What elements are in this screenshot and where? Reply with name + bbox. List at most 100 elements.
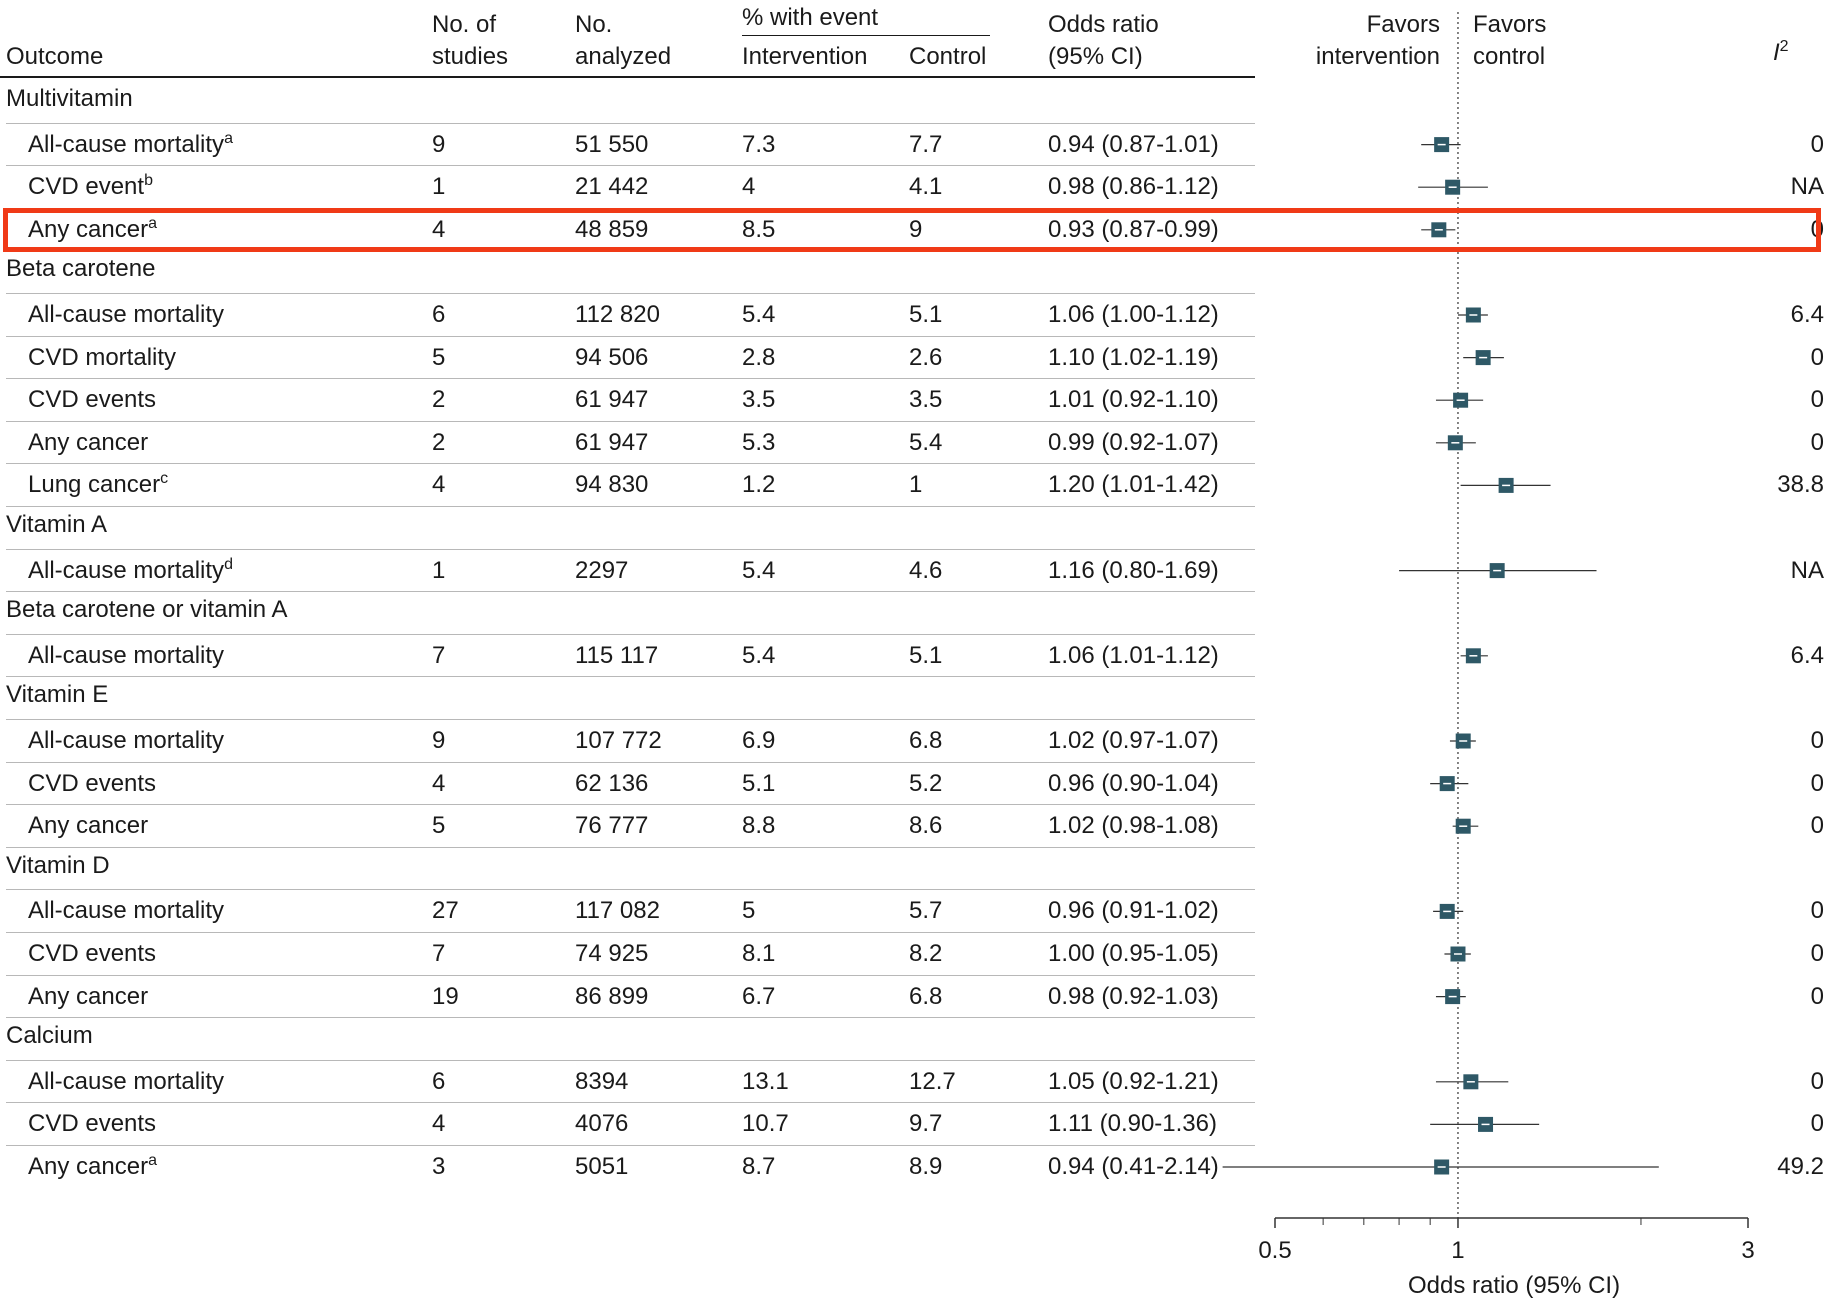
row-control: 8.6 xyxy=(909,812,943,840)
row-i2: 0 xyxy=(1810,940,1824,967)
row-control: 5.1 xyxy=(909,641,943,669)
row-studies: 6 xyxy=(432,301,446,328)
group-label: Vitamin A xyxy=(6,511,107,538)
row-studies: 4 xyxy=(432,471,446,499)
row-outcome: CVD mortality xyxy=(28,343,177,371)
row-or-text: 1.05 (0.92-1.21) xyxy=(1048,1067,1219,1095)
row-or-text: 1.06 (1.00-1.12) xyxy=(1048,301,1219,328)
row-i2: 0 xyxy=(1810,1067,1824,1095)
header-pct-event-rule xyxy=(742,35,990,36)
row-studies: 4 xyxy=(432,769,446,797)
row-control: 4.1 xyxy=(909,173,943,201)
row-studies: 7 xyxy=(432,940,446,967)
row-divider xyxy=(6,549,1255,550)
row-divider xyxy=(6,123,1255,124)
row-i2: 0 xyxy=(1810,386,1824,414)
row-or-text: 0.93 (0.87-0.99) xyxy=(1048,215,1219,243)
row-studies: 2 xyxy=(432,428,446,456)
row-outcome: All-cause mortality xyxy=(28,301,225,328)
row-control: 9 xyxy=(909,215,923,243)
footnote-marker: d xyxy=(224,555,233,573)
row-intervention: 6.7 xyxy=(742,982,776,1010)
row-intervention: 6.9 xyxy=(742,727,776,754)
row-i2: 6.4 xyxy=(1790,301,1824,328)
row-control: 12.7 xyxy=(909,1067,956,1095)
row-divider xyxy=(6,1060,1255,1061)
row-analyzed: 8394 xyxy=(575,1067,629,1095)
row-i2: 49.2 xyxy=(1777,1153,1824,1180)
row-analyzed: 76 777 xyxy=(575,812,649,840)
estimate-marker xyxy=(1439,903,1455,919)
row-studies: 4 xyxy=(432,215,446,243)
row-or-text: 0.94 (0.41-2.14) xyxy=(1048,1153,1219,1180)
footnote-marker: a xyxy=(148,214,157,232)
row-control: 8.9 xyxy=(909,1153,943,1180)
row-or-text: 1.20 (1.01-1.42) xyxy=(1048,471,1219,499)
row-analyzed: 48 859 xyxy=(575,215,649,243)
footnote-marker: b xyxy=(144,172,153,190)
estimate-marker xyxy=(1439,776,1455,792)
row-studies: 6 xyxy=(432,1067,446,1095)
header-control: Control xyxy=(909,43,987,70)
header-analyzed-line2: analyzed xyxy=(575,43,672,70)
row-studies: 4 xyxy=(432,1110,446,1138)
row-or-text: 1.16 (0.80-1.69) xyxy=(1048,556,1219,584)
row-analyzed: 112 820 xyxy=(575,301,660,328)
row-analyzed: 61 947 xyxy=(575,428,649,456)
row-divider xyxy=(6,421,1255,422)
highlight-box xyxy=(3,208,1821,252)
row-i2: NA xyxy=(1790,556,1824,584)
row-control: 6.8 xyxy=(909,982,943,1010)
row-analyzed: 4076 xyxy=(575,1110,629,1138)
row-intervention: 5 xyxy=(742,897,756,925)
group-label: Vitamin D xyxy=(6,851,110,879)
estimate-marker xyxy=(1445,989,1461,1005)
row-divider xyxy=(6,1145,1255,1146)
estimate-marker xyxy=(1498,477,1514,493)
row-divider xyxy=(6,975,1255,976)
row-intervention: 5.4 xyxy=(742,556,776,584)
row-outcome: CVD events xyxy=(28,386,157,414)
row-analyzed: 94 506 xyxy=(575,343,649,371)
row-divider xyxy=(6,1017,1255,1018)
row-intervention: 1.2 xyxy=(742,471,776,499)
header-favors-int-line2: intervention xyxy=(1315,43,1440,70)
row-analyzed: 51 550 xyxy=(575,130,649,158)
row-control: 5.2 xyxy=(909,769,943,797)
estimate-marker xyxy=(1465,648,1481,664)
row-divider xyxy=(6,336,1255,337)
row-divider xyxy=(6,889,1255,890)
row-outcome: Any cancer xyxy=(28,812,149,840)
x-tick-label: 3 xyxy=(1741,1237,1754,1264)
row-or-text: 0.96 (0.91-1.02) xyxy=(1048,897,1219,925)
row-analyzed: 117 082 xyxy=(575,897,660,925)
row-divider xyxy=(6,165,1255,166)
row-intervention: 8.1 xyxy=(742,940,776,967)
row-or-text: 0.94 (0.87-1.01) xyxy=(1048,130,1219,158)
row-or-text: 0.98 (0.86-1.12) xyxy=(1048,173,1219,201)
row-studies: 5 xyxy=(432,343,446,371)
row-divider xyxy=(6,804,1255,805)
row-intervention: 8.8 xyxy=(742,812,776,840)
row-outcome: All-cause mortality xyxy=(28,641,225,669)
row-outcome: CVD events xyxy=(28,940,157,967)
estimate-marker xyxy=(1434,1159,1450,1175)
estimate-marker xyxy=(1453,392,1469,408)
row-analyzed: 74 925 xyxy=(575,940,649,967)
header-studies-line2: studies xyxy=(432,43,509,70)
row-divider xyxy=(6,676,1255,677)
group-label: Calcium xyxy=(6,1022,93,1050)
header-or-line2: (95% CI) xyxy=(1048,43,1143,70)
header-favors-ctrl-line2: control xyxy=(1473,43,1546,70)
row-analyzed: 62 136 xyxy=(575,769,649,797)
row-intervention: 4 xyxy=(742,173,756,201)
row-studies: 3 xyxy=(432,1153,446,1180)
row-outcome: CVD eventb xyxy=(28,172,153,201)
row-i2: 6.4 xyxy=(1790,641,1824,669)
row-or-text: 1.11 (0.90-1.36) xyxy=(1048,1110,1217,1138)
header-or-line1: Odds ratio xyxy=(1048,11,1159,38)
header-studies-line1: No. of xyxy=(432,11,497,38)
row-analyzed: 94 830 xyxy=(575,471,649,499)
row-or-text: 0.96 (0.90-1.04) xyxy=(1048,769,1219,797)
group-label: Beta carotene or vitamin A xyxy=(6,596,288,624)
